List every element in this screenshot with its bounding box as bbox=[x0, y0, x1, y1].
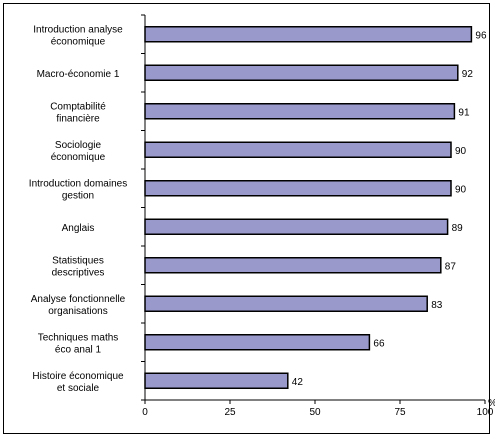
category-label-line: organisations bbox=[48, 306, 107, 317]
bar bbox=[144, 218, 449, 235]
category-label-line: Anglais bbox=[62, 223, 95, 234]
category-label-line: Techniques maths bbox=[38, 332, 119, 343]
bar bbox=[144, 334, 371, 351]
category-label: Introduction analyse économique bbox=[33, 24, 123, 47]
bar bbox=[144, 372, 289, 389]
x-tick-label: 25 bbox=[224, 407, 236, 418]
bar bbox=[144, 295, 428, 312]
category-label-line: financière bbox=[56, 113, 100, 124]
category-label-line: gestion bbox=[62, 190, 94, 201]
bar bbox=[144, 180, 452, 197]
category-label: Introduction domaines gestion bbox=[29, 178, 127, 201]
category-label-line: descriptives bbox=[52, 267, 105, 278]
x-unit-label: % bbox=[488, 398, 495, 409]
data-label: 83 bbox=[431, 300, 443, 311]
data-label: 92 bbox=[462, 69, 474, 80]
category-label-line: Introduction analyse bbox=[33, 24, 123, 35]
category-label: Histoire économique et sociale bbox=[32, 371, 124, 394]
bar bbox=[144, 141, 452, 158]
category-label-line: Analyse fonctionnelle bbox=[31, 294, 126, 305]
x-tick-label: 75 bbox=[394, 407, 406, 418]
bar bbox=[144, 26, 473, 43]
data-label: 42 bbox=[292, 377, 304, 388]
category-label: Sociologie économique bbox=[51, 140, 106, 163]
x-tick-label: 100 bbox=[477, 407, 494, 418]
category-label-line: et sociale bbox=[57, 383, 100, 394]
category-label-line: éco anal 1 bbox=[55, 344, 102, 355]
data-label: 89 bbox=[452, 223, 464, 234]
category-label: Techniques maths éco anal 1 bbox=[38, 332, 119, 355]
x-tick-label: 0 bbox=[142, 407, 148, 418]
category-label-line: Histoire économique bbox=[32, 371, 124, 382]
category-label: Statistiques descriptives bbox=[52, 255, 105, 278]
bar bbox=[144, 103, 456, 120]
data-label: 96 bbox=[475, 30, 487, 41]
category-label-line: Statistiques bbox=[52, 255, 104, 266]
category-label: Macro-économie 1 bbox=[37, 69, 120, 80]
x-tick-label: 50 bbox=[309, 407, 321, 418]
data-label: 66 bbox=[373, 338, 385, 349]
data-label: 90 bbox=[455, 184, 467, 195]
category-label: Comptabilité financière bbox=[50, 101, 106, 124]
data-label: 87 bbox=[445, 261, 457, 272]
data-label: 90 bbox=[455, 146, 467, 157]
category-label: Analyse fonctionnelle organisations bbox=[31, 294, 126, 317]
category-label-line: Comptabilité bbox=[50, 101, 106, 112]
data-label: 91 bbox=[458, 107, 470, 118]
category-label-line: économique bbox=[51, 152, 106, 163]
bar bbox=[144, 257, 442, 274]
category-label-line: Sociologie bbox=[55, 140, 102, 151]
category-label: Anglais bbox=[62, 223, 95, 234]
category-label-line: Macro-économie 1 bbox=[37, 69, 120, 80]
category-label-line: économique bbox=[51, 36, 106, 47]
bar bbox=[144, 64, 459, 81]
category-label-line: Introduction domaines bbox=[29, 178, 127, 189]
